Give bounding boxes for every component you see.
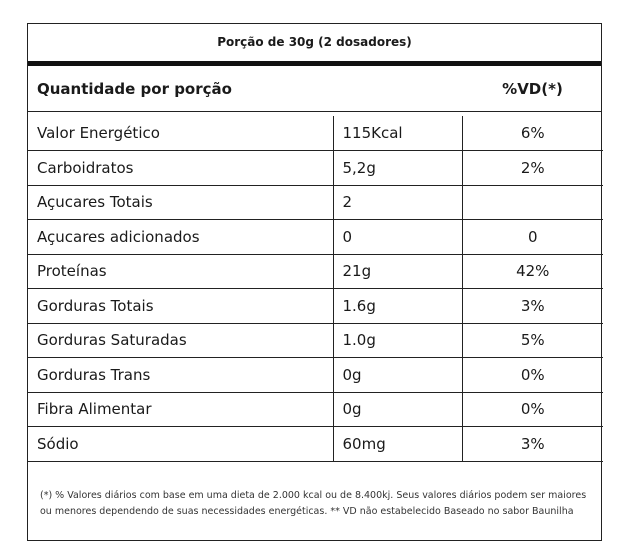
table-row: Gorduras Saturadas 1.0g 5% [28, 323, 603, 358]
header-vd-label: %VD(*) [502, 80, 563, 98]
nutrient-amount: 1.0g [332, 323, 463, 358]
table-row: Carboidratos 5,2g 2% [28, 150, 603, 186]
nutrient-name: Gorduras Trans [28, 357, 333, 393]
nutrient-amount: 60mg [332, 426, 463, 462]
table-row: Gorduras Trans 0g 0% [28, 357, 603, 393]
table-row: Fibra Alimentar 0g 0% [28, 392, 603, 427]
table-row: Açucares adicionados 0 0 [28, 219, 603, 255]
table-header: Quantidade por porção %VD(*) [28, 66, 601, 112]
nutrient-vd: 0 [462, 219, 603, 255]
nutrient-amount: 115Kcal [332, 116, 463, 151]
nutrient-name: Açucares Totais [28, 185, 333, 220]
nutrient-amount: 0g [332, 357, 463, 393]
nutrient-name: Açucares adicionados [28, 219, 333, 255]
table-row: Gorduras Totais 1.6g 3% [28, 288, 603, 324]
nutrient-vd: 0% [462, 392, 603, 427]
table-row: Proteínas 21g 42% [28, 254, 603, 289]
nutrition-table: Valor Energético 115Kcal 6% Carboidratos… [28, 116, 603, 462]
table-row: Açucares Totais 2 [28, 185, 603, 220]
table-row: Sódio 60mg 3% [28, 426, 603, 462]
nutrient-vd: 2% [462, 150, 603, 186]
nutrient-amount: 21g [332, 254, 463, 289]
header-quantity-label: Quantidade por porção [37, 80, 232, 98]
nutrient-amount: 0g [332, 392, 463, 427]
footnote: (*) % Valores diários com base em uma di… [40, 490, 587, 517]
nutrient-name: Carboidratos [28, 150, 333, 186]
nutrient-name: Fibra Alimentar [28, 392, 333, 427]
nutrient-name: Gorduras Totais [28, 288, 333, 324]
nutrient-amount: 2 [332, 185, 463, 220]
nutrient-vd: 0% [462, 357, 603, 393]
serving-size: Porção de 30g (2 dosadores) [217, 35, 412, 49]
nutrient-name: Sódio [28, 426, 333, 462]
nutrient-amount: 0 [332, 219, 463, 255]
nutrient-amount: 5,2g [332, 150, 463, 186]
nutrient-name: Valor Energético [28, 116, 333, 151]
nutrient-vd: 3% [462, 426, 603, 462]
thick-divider [28, 61, 601, 66]
nutrient-name: Gorduras Saturadas [28, 323, 333, 358]
nutrition-facts-label: Porção de 30g (2 dosadores) Quantidade p… [27, 23, 603, 541]
nutrient-vd [462, 185, 603, 220]
table-row: Valor Energético 115Kcal 6% [28, 116, 603, 151]
nutrient-amount: 1.6g [332, 288, 463, 324]
nutrient-vd: 6% [462, 116, 603, 151]
nutrient-vd: 42% [462, 254, 603, 289]
nutrient-name: Proteínas [28, 254, 333, 289]
nutrient-vd: 3% [462, 288, 603, 324]
nutrient-vd: 5% [462, 323, 603, 358]
